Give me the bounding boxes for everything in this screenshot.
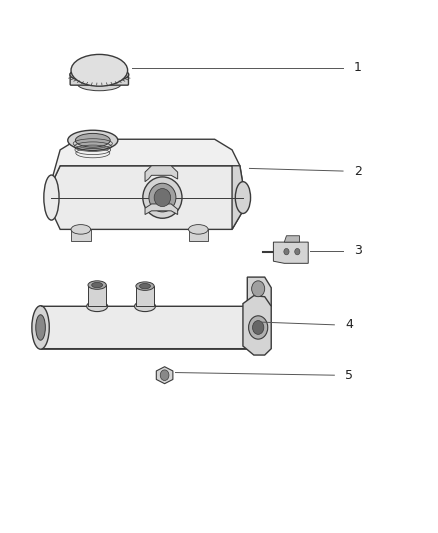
Ellipse shape — [136, 282, 154, 290]
Circle shape — [249, 316, 268, 339]
Ellipse shape — [154, 189, 171, 207]
Circle shape — [252, 281, 265, 297]
Polygon shape — [88, 285, 106, 306]
Polygon shape — [145, 204, 178, 215]
Ellipse shape — [235, 182, 251, 214]
Ellipse shape — [88, 281, 106, 289]
Ellipse shape — [140, 284, 150, 289]
Polygon shape — [243, 296, 271, 355]
Ellipse shape — [44, 175, 59, 220]
Ellipse shape — [149, 183, 176, 212]
Polygon shape — [136, 286, 154, 306]
FancyBboxPatch shape — [70, 74, 128, 85]
Ellipse shape — [70, 67, 129, 83]
Circle shape — [284, 248, 289, 255]
Ellipse shape — [188, 224, 208, 234]
Ellipse shape — [68, 130, 118, 150]
Polygon shape — [273, 242, 308, 263]
Ellipse shape — [36, 315, 46, 340]
Text: 5: 5 — [345, 369, 353, 382]
Polygon shape — [51, 166, 243, 229]
Polygon shape — [51, 139, 243, 184]
Text: 4: 4 — [345, 318, 353, 332]
Ellipse shape — [134, 301, 155, 312]
Text: 2: 2 — [354, 165, 362, 177]
Polygon shape — [188, 229, 208, 241]
Polygon shape — [71, 229, 91, 241]
Ellipse shape — [32, 306, 49, 349]
Polygon shape — [41, 306, 260, 349]
Ellipse shape — [92, 282, 102, 288]
Polygon shape — [247, 277, 271, 306]
Ellipse shape — [75, 133, 110, 147]
Circle shape — [253, 320, 264, 334]
Ellipse shape — [87, 301, 108, 312]
Circle shape — [295, 248, 300, 255]
Ellipse shape — [71, 54, 127, 86]
Text: 3: 3 — [354, 244, 362, 257]
Circle shape — [160, 370, 169, 381]
Text: 1: 1 — [354, 61, 362, 74]
Polygon shape — [284, 236, 300, 242]
Polygon shape — [156, 367, 173, 384]
Ellipse shape — [78, 77, 121, 91]
Ellipse shape — [71, 224, 91, 234]
Polygon shape — [145, 166, 178, 182]
Polygon shape — [232, 166, 243, 229]
Ellipse shape — [143, 177, 182, 218]
